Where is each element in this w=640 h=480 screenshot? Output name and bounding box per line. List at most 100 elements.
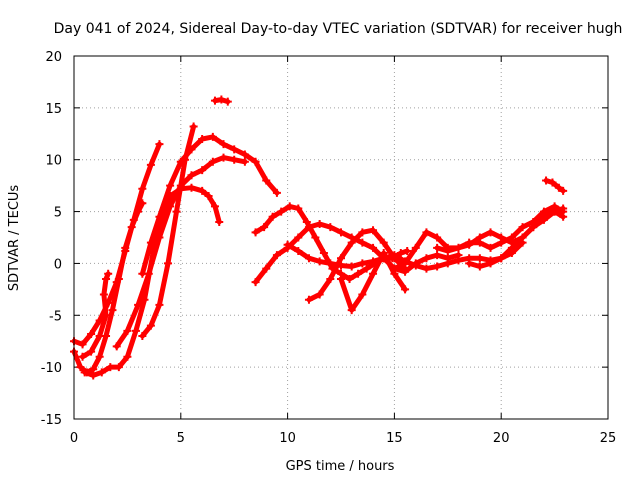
data-point	[198, 134, 207, 143]
data-point	[422, 228, 431, 237]
data-point	[172, 207, 181, 216]
x-tick-label: 20	[493, 431, 510, 446]
data-point	[166, 181, 175, 190]
data-point	[304, 295, 313, 304]
data-point	[315, 290, 324, 299]
data-point	[87, 329, 96, 338]
data-point	[475, 233, 484, 242]
y-tick-label: -5	[49, 309, 62, 324]
x-tick-label: 5	[177, 431, 185, 446]
data-point	[518, 233, 527, 242]
data-point	[302, 217, 311, 226]
data-point	[433, 262, 442, 271]
data-point	[215, 217, 224, 226]
data-point	[123, 352, 132, 361]
data-point	[358, 238, 367, 247]
data-point	[403, 246, 412, 255]
data-point	[230, 145, 239, 154]
data-point	[319, 249, 328, 258]
data-point	[379, 249, 388, 258]
data-point	[369, 257, 378, 266]
data-point	[76, 363, 85, 372]
data-point	[146, 321, 155, 330]
data-point	[379, 238, 388, 247]
data-point	[272, 188, 281, 197]
data-point	[272, 251, 281, 260]
data-point	[337, 254, 345, 263]
data-point	[454, 243, 463, 252]
data-point	[138, 269, 147, 278]
data-point	[204, 192, 213, 201]
data-point	[123, 326, 132, 335]
y-tick-label: 0	[54, 257, 62, 272]
data-point	[411, 243, 420, 252]
data-point	[230, 155, 239, 164]
data-point	[155, 212, 164, 221]
data-point	[277, 207, 286, 216]
data-point	[326, 223, 335, 232]
data-point	[304, 254, 313, 263]
data-point	[138, 332, 147, 341]
data-point	[283, 240, 292, 249]
y-tick-label: 5	[54, 206, 62, 221]
data-point	[78, 340, 87, 349]
data-point	[354, 269, 363, 278]
data-point	[127, 223, 136, 232]
data-point	[99, 290, 108, 299]
data-point	[198, 166, 207, 175]
data-point	[443, 259, 452, 268]
data-point	[396, 249, 405, 258]
series-arc-2	[70, 199, 147, 377]
data-point	[146, 160, 155, 169]
data-point	[422, 254, 431, 263]
x-tick-label: 0	[70, 431, 78, 446]
data-point	[251, 228, 260, 237]
data-point	[106, 363, 115, 372]
data-point	[465, 240, 474, 249]
data-point	[97, 368, 106, 377]
data-point	[102, 311, 111, 320]
y-tick-label: -15	[41, 413, 62, 428]
data-point	[315, 220, 324, 229]
data-point	[358, 290, 367, 299]
data-point	[268, 212, 277, 221]
data-point	[294, 233, 303, 242]
series-trace	[543, 178, 566, 194]
data-point	[240, 157, 249, 166]
data-point	[369, 269, 378, 278]
data-point	[369, 226, 378, 235]
data-point	[315, 257, 324, 266]
data-point	[210, 96, 219, 105]
series-trace	[466, 206, 566, 269]
data-point	[465, 259, 474, 268]
data-point	[390, 254, 399, 263]
data-point	[285, 202, 294, 211]
data-point	[401, 259, 410, 268]
data-point	[114, 274, 123, 283]
grid-lines	[74, 56, 608, 419]
data-point	[337, 274, 345, 283]
data-point	[294, 204, 303, 213]
data-point	[422, 264, 431, 273]
data-point	[358, 228, 367, 237]
data-point	[486, 259, 495, 268]
data-point	[219, 153, 228, 162]
x-axis-label: GPS time / hours	[286, 459, 395, 474]
data-point	[87, 347, 96, 356]
series-arc-7	[138, 122, 198, 341]
data-point	[433, 233, 442, 242]
data-point	[475, 262, 484, 271]
data-point	[518, 223, 527, 232]
data-point	[104, 269, 113, 278]
data-point	[550, 207, 559, 216]
data-point	[507, 243, 516, 252]
data-point	[95, 332, 104, 341]
data-point	[138, 199, 147, 208]
data-point	[304, 223, 313, 232]
data-point	[251, 278, 260, 287]
data-point	[189, 122, 198, 131]
data-point	[198, 186, 207, 195]
data-point	[443, 246, 452, 255]
data-point	[166, 202, 175, 211]
